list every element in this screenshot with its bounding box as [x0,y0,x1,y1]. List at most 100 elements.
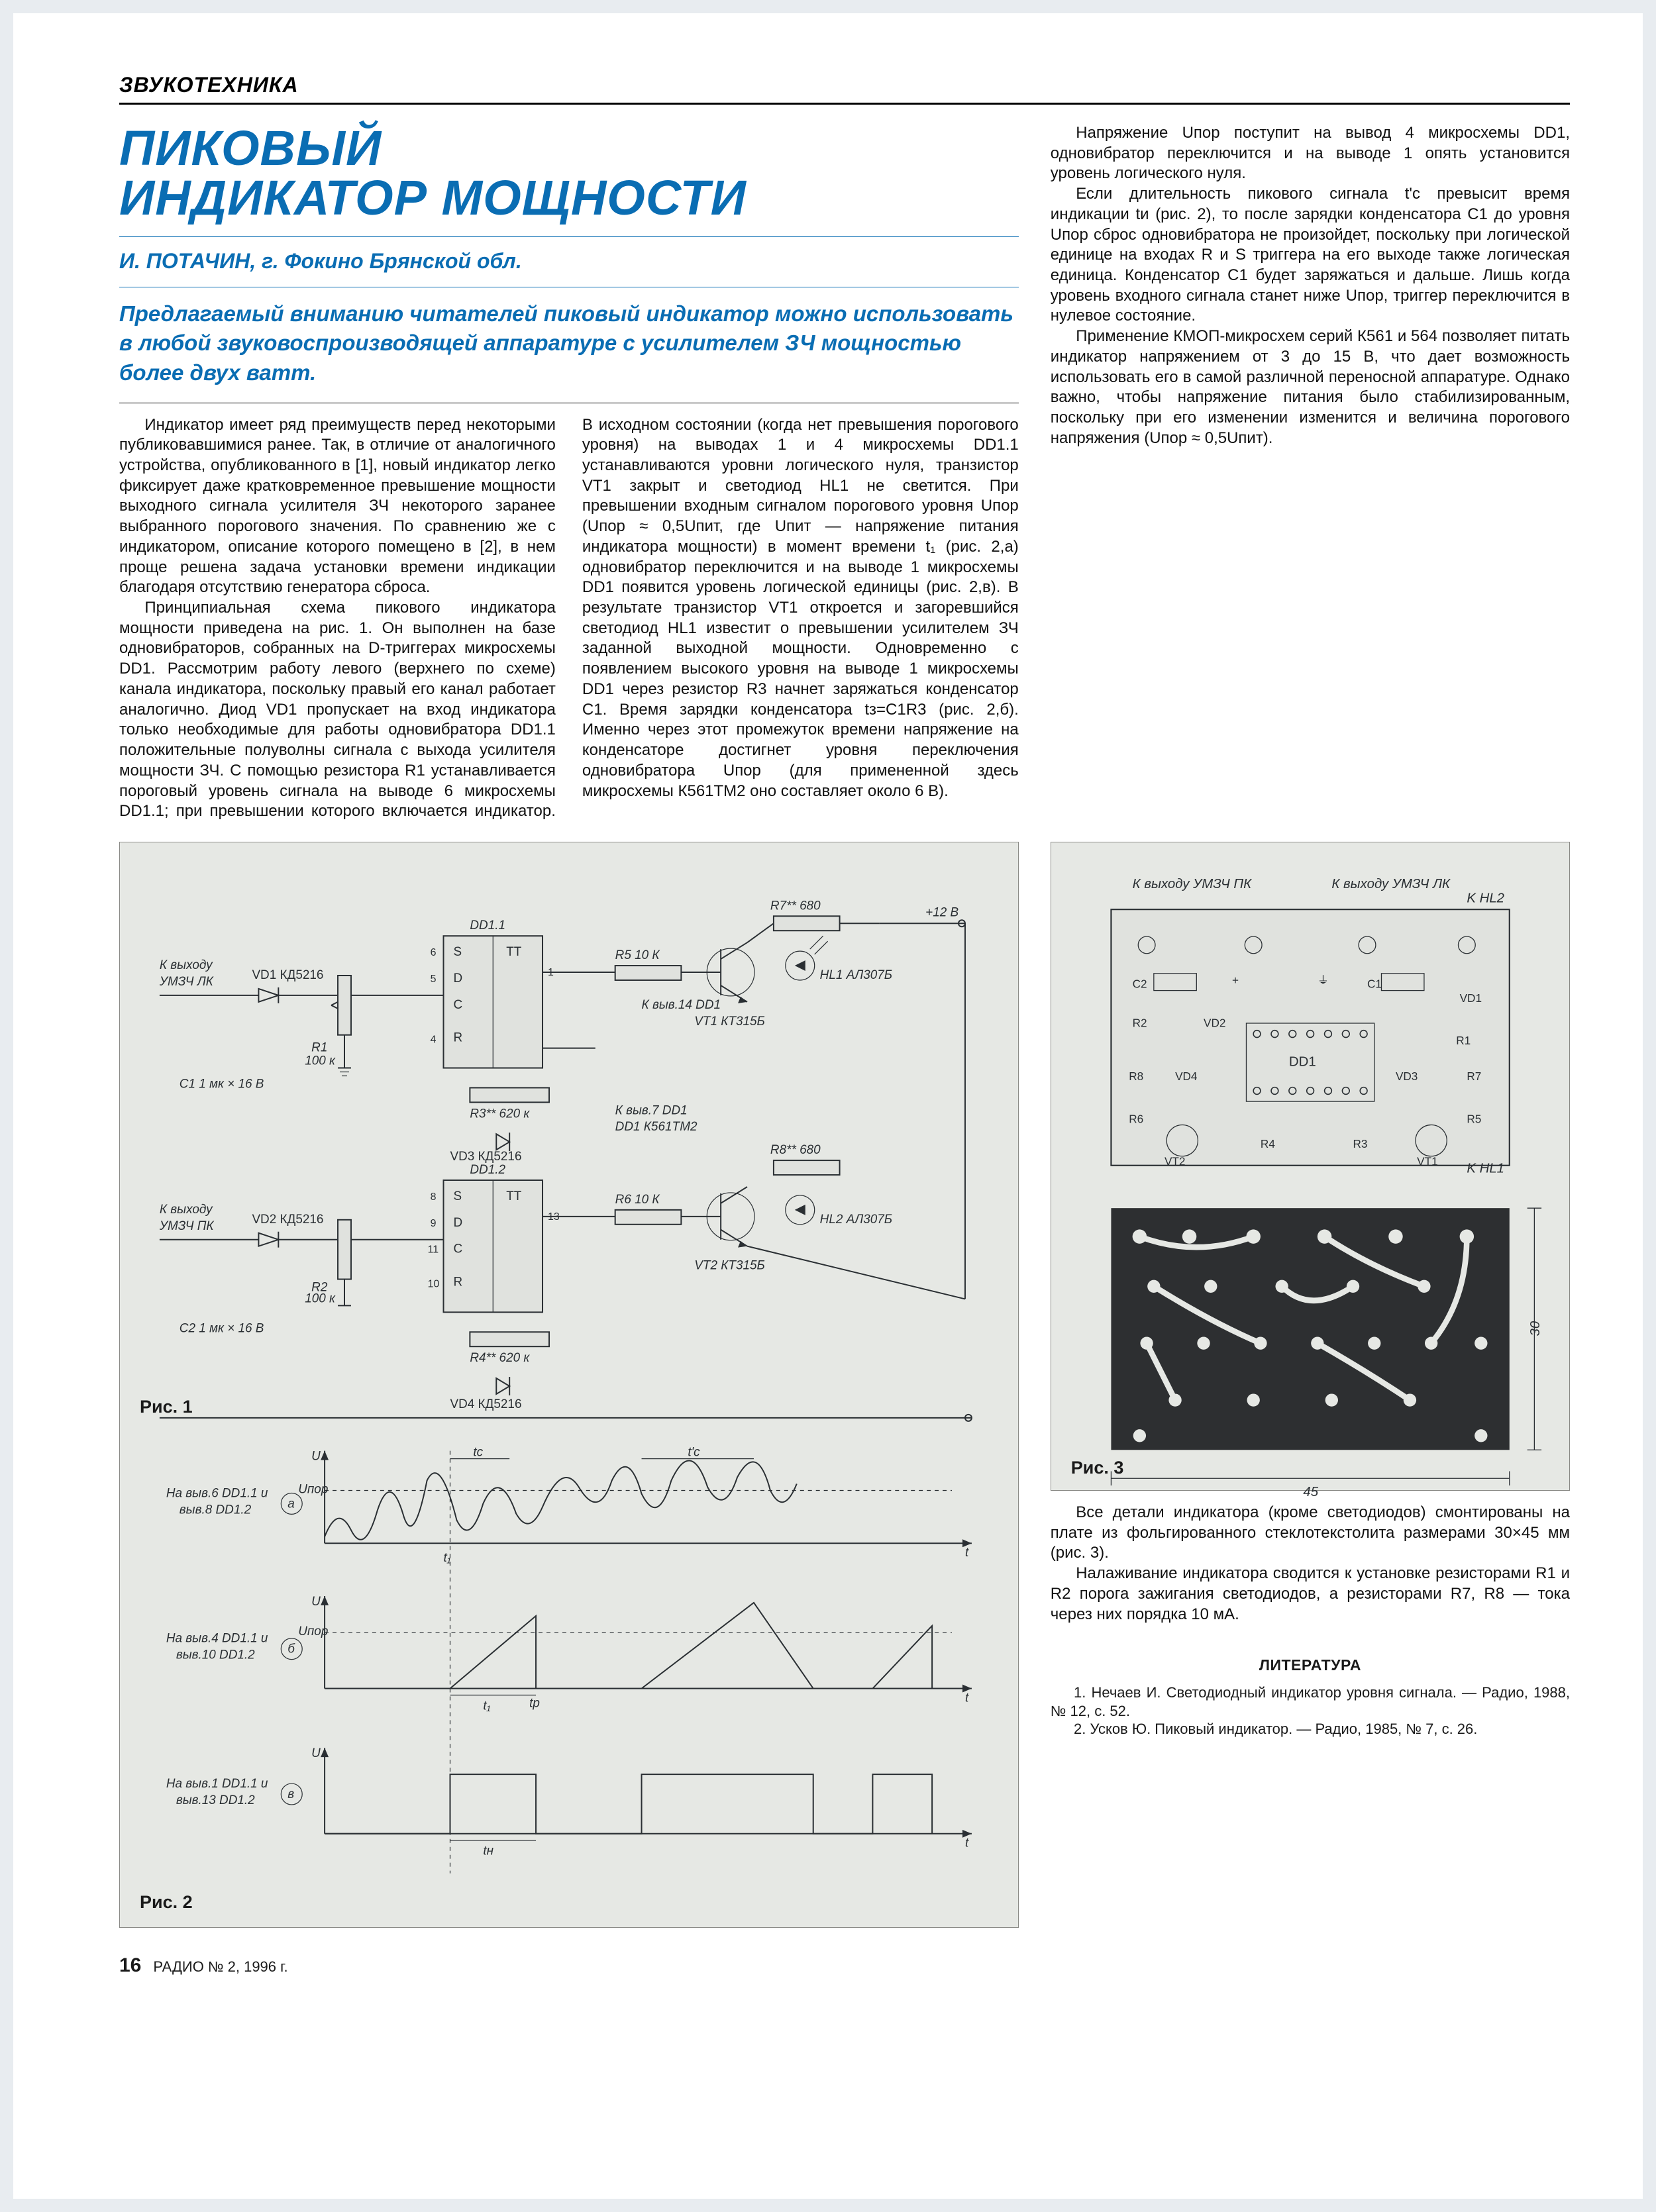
svg-text:tс: tс [473,1446,483,1460]
title-line-2: ИНДИКАТОР МОЩНОСТИ [119,170,747,225]
dd1-1: DD1.1 [470,919,505,932]
figure-1-2-panel: К выходу УМЗЧ ЛК VD1 КД5216 R1 100 к [119,842,1019,1928]
svg-text:TT: TT [506,1189,522,1203]
svg-text:УМЗЧ ЛК: УМЗЧ ЛК [159,975,215,989]
c2: C2 1 мк × 16 В [180,1321,264,1335]
svg-text:K HL2: K HL2 [1467,891,1504,905]
svg-text:VT2: VT2 [1164,1155,1186,1168]
svg-text:9: 9 [431,1218,437,1229]
fig1-label: Рис. 1 [140,1397,193,1417]
svg-text:УМЗЧ ПК: УМЗЧ ПК [159,1219,215,1233]
svg-text:8: 8 [431,1191,437,1203]
svg-text:VD4: VD4 [1175,1070,1198,1083]
svg-text:На выв.1 DD1.1 и: На выв.1 DD1.1 и [166,1777,268,1791]
section-label: ЗВУКОТЕХНИКА [119,73,1570,97]
svg-text:t: t [965,1546,969,1560]
svg-text:R1: R1 [1456,1034,1471,1047]
svg-text:К выходу УМЗЧ ЛК: К выходу УМЗЧ ЛК [1331,877,1451,891]
magazine-page: ЗВУКОТЕХНИКА ПИКОВЫЙ ИНДИКАТОР МОЩНОСТИ … [13,13,1643,2199]
label-in-left: К выходу [160,958,213,972]
svg-text:U: U [311,1746,321,1760]
top-rule [119,103,1570,105]
svg-text:R7: R7 [1467,1070,1481,1083]
vd1: VD1 КД5216 [252,968,323,982]
svg-text:R: R [453,1275,462,1289]
svg-text:10: 10 [428,1278,440,1289]
vd3: VD3 КД5216 [450,1150,521,1164]
svg-text:выв.8 DD1.2: выв.8 DD1.2 [180,1503,252,1517]
pcb-svg: К выходу УМЗЧ ПК К выходу УМЗЧ ЛК K HL2 … [1068,860,1552,1514]
paragraph-1: Индикатор имеет ряд преимуществ перед не… [119,415,556,598]
left-header-block: ПИКОВЫЙ ИНДИКАТОР МОЩНОСТИ И. ПОТАЧИН, г… [119,123,1019,822]
page-number: 16 [119,1954,141,1977]
paragraph-5: Применение КМОП-микросхем серий К561 и 5… [1051,327,1570,448]
vd4: VD4 КД5216 [450,1397,521,1411]
svg-text:R: R [453,1031,462,1045]
svg-text:К выходу: К выходу [160,1203,213,1217]
r5: R5 10 К [615,948,661,962]
svg-text:tн: tн [483,1844,493,1858]
svg-text:45: 45 [1303,1485,1318,1499]
svg-text:t: t [965,1836,969,1850]
svg-text:11: 11 [428,1244,439,1256]
fig3-label: Рис. 3 [1071,1458,1124,1478]
svg-text:R5: R5 [1467,1112,1481,1125]
svg-text:Uпор: Uпор [298,1482,328,1496]
svg-text:а: а [287,1497,295,1511]
r2: R2 [311,1280,328,1294]
svg-text:D: D [453,972,462,985]
svg-text:t'с: t'с [688,1446,700,1460]
svg-text:Uпор: Uпор [298,1625,328,1638]
svg-text:R2: R2 [1132,1016,1147,1029]
svg-text:tр: tр [529,1696,540,1710]
svg-text:5: 5 [431,974,437,985]
svg-text:C: C [453,1242,462,1256]
right-col-text: Напряжение Uпор поступит на вывод 4 микр… [1051,123,1570,449]
svg-text:выв.13 DD1.2: выв.13 DD1.2 [176,1793,255,1807]
schematic-svg-wrap: К выходу УМЗЧ ЛК VD1 КД5216 R1 100 к [140,862,998,1907]
r1: R1 [311,1041,327,1055]
svg-text:C: C [453,998,462,1012]
lead-paragraph: Предлагаемый вниманию читателей пиковый … [119,299,1019,388]
svg-text:U: U [311,1450,321,1464]
svg-text:К выходу УМЗЧ ПК: К выходу УМЗЧ ПК [1132,877,1252,891]
svg-text:R3: R3 [1353,1137,1367,1150]
svg-text:t: t [965,1691,969,1705]
svg-text:30: 30 [1528,1321,1543,1336]
paragraph-3: Напряжение Uпор поступит на вывод 4 микр… [1051,123,1570,184]
svg-text:S: S [453,1189,462,1203]
svg-text:t₁: t₁ [444,1551,451,1565]
vt1: VT1 КТ315Б [694,1015,765,1029]
author-line: И. ПОТАЧИН, г. Фокино Брянской обл. [119,249,1019,274]
literature-heading: ЛИТЕРАТУРА [1051,1656,1570,1674]
svg-text:C1: C1 [1367,977,1382,990]
intro-columns: Индикатор имеет ряд преимуществ перед не… [119,415,1019,822]
figure-row: К выходу УМЗЧ ЛК VD1 КД5216 R1 100 к [119,842,1570,1928]
below-fig3-text: Все детали индикатора (кроме светодиодов… [1051,1503,1570,1625]
hl1: HL1 АЛ307Б [820,968,892,982]
svg-text:б: б [287,1642,295,1656]
r7: R7** 680 [770,899,821,913]
lit-2: 2. Усков Ю. Пиковый индикатор. — Радио, … [1051,1720,1570,1738]
r3: R3** 620 к [470,1107,530,1121]
svg-text:S: S [453,945,462,959]
fig2-label: Рис. 2 [140,1892,193,1913]
svg-text:На выв.4 DD1.1 и: На выв.4 DD1.1 и [166,1632,268,1646]
svg-text:VD2: VD2 [1204,1016,1225,1029]
svg-text:D: D [453,1216,462,1230]
title-rule [119,236,1019,237]
svg-text:VT1: VT1 [1417,1155,1438,1168]
dd1-2: DD1.2 [470,1163,505,1177]
svg-text:К выв.7 DD1: К выв.7 DD1 [615,1103,688,1117]
c1: C1 1 мк × 16 В [180,1077,264,1091]
svg-text:6: 6 [431,947,437,958]
svg-text:⏚: ⏚ [1318,974,1329,987]
svg-text:C2: C2 [1132,977,1147,990]
header-and-intro: ПИКОВЫЙ ИНДИКАТОР МОЩНОСТИ И. ПОТАЧИН, г… [119,123,1570,822]
svg-text:выв.10 DD1.2: выв.10 DD1.2 [176,1648,255,1662]
issue-line: РАДИО № 2, 1996 г. [153,1958,287,1976]
svg-text:R6: R6 [1129,1112,1143,1125]
svg-text:К выв.14 DD1: К выв.14 DD1 [642,998,721,1012]
svg-text:+: + [1232,974,1239,987]
r4: R4** 620 к [470,1351,530,1365]
